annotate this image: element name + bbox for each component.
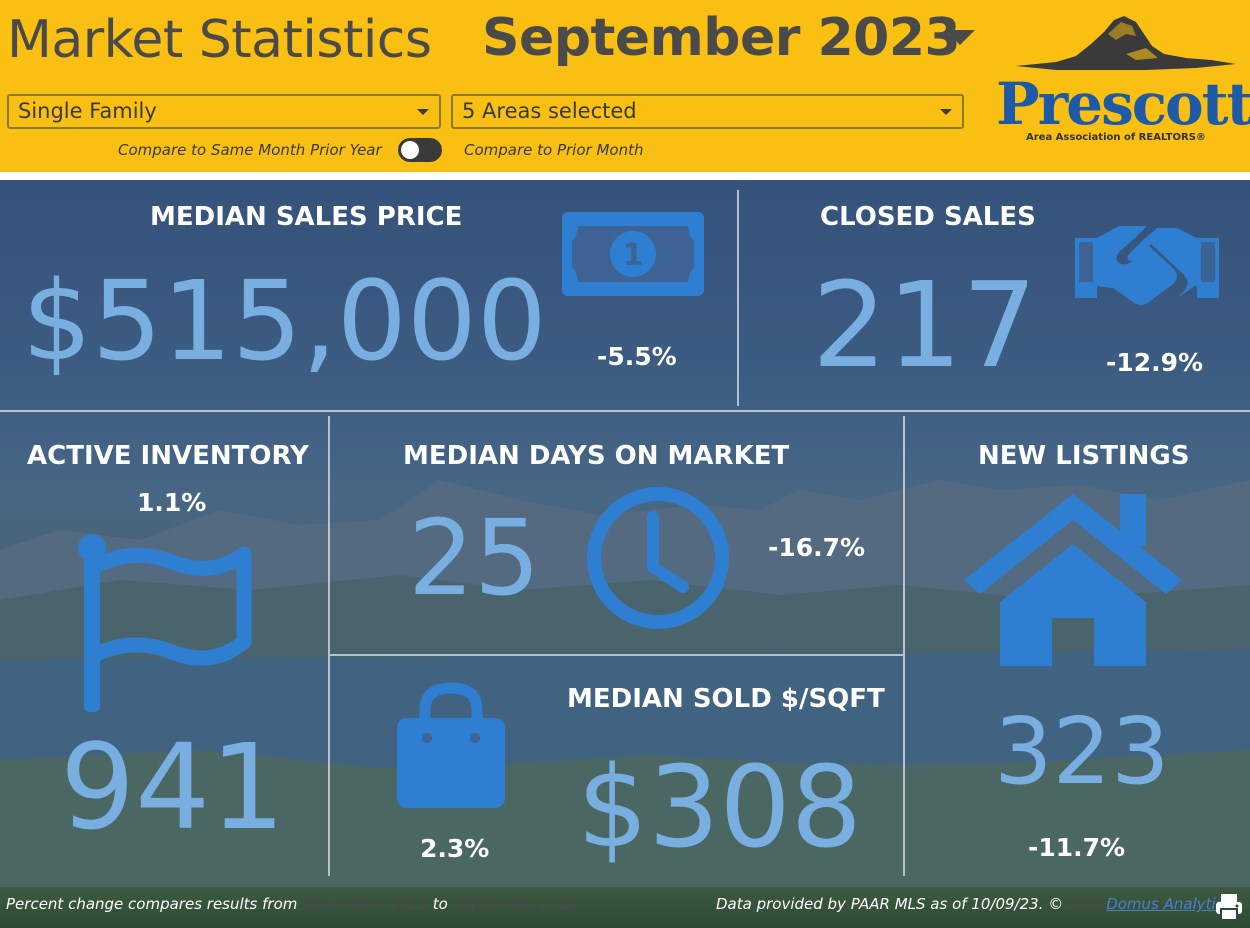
median-price-change: -5.5% bbox=[597, 342, 677, 371]
flag-icon bbox=[78, 534, 252, 712]
money-bill-icon: 1 bbox=[562, 212, 704, 296]
header-bar: Market Statistics September 2023 Single … bbox=[0, 0, 1250, 172]
mountain-logo-icon bbox=[1016, 16, 1236, 70]
sold-sqft-label: MEDIAN SOLD $/SQFT bbox=[567, 684, 885, 714]
days-on-market-change: -16.7% bbox=[768, 533, 866, 562]
closed-sales-change: -12.9% bbox=[1106, 348, 1204, 377]
divider bbox=[0, 410, 1250, 412]
median-price-label: MEDIAN SALES PRICE bbox=[150, 202, 463, 232]
chevron-down-icon[interactable] bbox=[940, 109, 952, 115]
footer-bar bbox=[0, 887, 1250, 928]
dashboard-panel: MEDIAN SALES PRICE $515,000 -5.5% 1 CLOS… bbox=[0, 180, 1250, 887]
footer-to-period: September 2023 bbox=[452, 895, 579, 913]
active-inventory-value: 941 bbox=[60, 718, 286, 856]
days-on-market-value: 25 bbox=[408, 497, 541, 619]
active-inventory-label: ACTIVE INVENTORY bbox=[27, 441, 309, 471]
areas-value: 5 Areas selected bbox=[462, 99, 637, 123]
svg-text:1: 1 bbox=[623, 238, 644, 273]
footer-source-text: Data provided by PAAR MLS as of 10/09/23… bbox=[716, 895, 1064, 913]
active-inventory-change: 1.1% bbox=[137, 488, 207, 517]
divider bbox=[737, 190, 739, 406]
domus-analytics-link[interactable]: Domus Analytics bbox=[1106, 895, 1232, 913]
logo-subtitle: Area Association of REALTORS® bbox=[1026, 132, 1206, 143]
footer-compare-note: Percent change compares results from Sep… bbox=[6, 895, 578, 913]
divider bbox=[903, 416, 905, 876]
closed-sales-label: CLOSED SALES bbox=[820, 202, 1036, 232]
property-type-value: Single Family bbox=[18, 99, 157, 123]
property-type-dropdown[interactable]: Single Family bbox=[7, 94, 441, 129]
footer-data-source: Data provided by PAAR MLS as of 10/09/23… bbox=[716, 895, 1232, 913]
house-icon bbox=[964, 494, 1182, 666]
clock-icon bbox=[587, 487, 729, 629]
median-price-value: $515,000 bbox=[22, 257, 547, 385]
chevron-down-icon[interactable] bbox=[945, 30, 975, 45]
sold-sqft-value: $308 bbox=[577, 743, 863, 873]
new-listings-value: 323 bbox=[994, 698, 1170, 805]
chevron-down-icon[interactable] bbox=[417, 109, 429, 115]
closed-sales-value: 217 bbox=[812, 256, 1038, 394]
days-on-market-label: MEDIAN DAYS ON MARKET bbox=[403, 441, 790, 471]
compare-toggle[interactable] bbox=[398, 138, 442, 162]
landscape-background bbox=[0, 480, 1250, 887]
new-listings-label: NEW LISTINGS bbox=[978, 441, 1190, 471]
toggle-knob bbox=[401, 141, 419, 159]
areas-dropdown[interactable]: 5 Areas selected bbox=[451, 94, 964, 129]
footer-from-period: September 2022 bbox=[302, 895, 428, 913]
month-selector[interactable]: September 2023 bbox=[482, 8, 961, 68]
prescott-logo: Prescott Area Association of REALTORS® bbox=[996, 14, 1250, 154]
divider bbox=[330, 654, 903, 656]
handshake-icon bbox=[1075, 226, 1219, 305]
shopping-bag-icon bbox=[397, 682, 505, 808]
new-listings-change: -11.7% bbox=[1028, 833, 1126, 862]
logo-wordmark: Prescott bbox=[996, 70, 1250, 138]
sold-sqft-change: 2.3% bbox=[420, 834, 490, 863]
footer-year: 2023 bbox=[1063, 895, 1102, 913]
compare-prior-year-label: Compare to Same Month Prior Year bbox=[118, 141, 382, 159]
print-icon[interactable] bbox=[1214, 892, 1244, 922]
compare-prior-month-label: Compare to Prior Month bbox=[464, 141, 644, 159]
divider bbox=[328, 416, 330, 876]
page-title: Market Statistics bbox=[7, 10, 432, 70]
footer-to-word: to bbox=[432, 895, 448, 913]
footer-compare-prefix: Percent change compares results from bbox=[6, 895, 298, 913]
